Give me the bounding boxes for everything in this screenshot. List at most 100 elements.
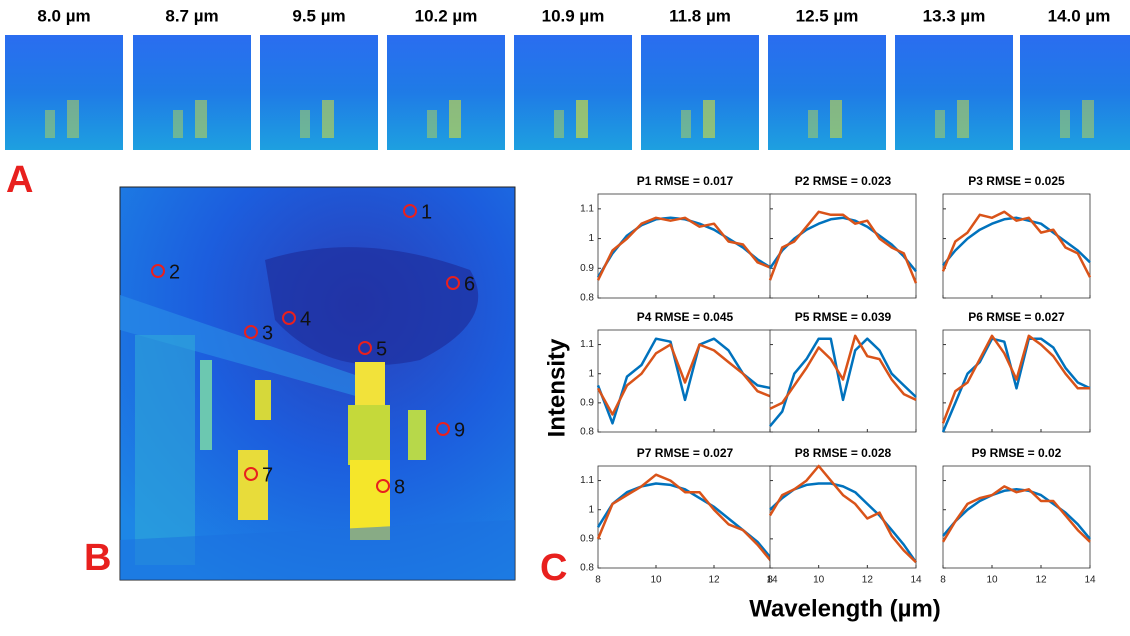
x-tick-label: 14 (1084, 575, 1096, 586)
series-line (768, 216, 917, 273)
thumbnail-figure (322, 100, 334, 138)
point-marker (436, 422, 450, 436)
thumbnail-figure (830, 100, 842, 138)
point-marker (376, 479, 390, 493)
chart-title: P2 RMSE = 0.023 (795, 174, 892, 188)
y-tick-label: 1.1 (580, 475, 594, 486)
y-tick-label: 0.8 (580, 427, 594, 438)
x-tick-label: 12 (862, 575, 874, 586)
plot-area (942, 193, 1091, 299)
series-line (941, 337, 1091, 433)
y-tick-label: 1.1 (580, 339, 594, 350)
x-tick-label: 10 (986, 575, 998, 586)
point-label: 4 (300, 308, 311, 330)
chart-title: P6 RMSE = 0.027 (968, 310, 1065, 324)
panel-letter: B (84, 537, 111, 579)
thumbnail (895, 35, 1013, 150)
y-tick-label: 1 (588, 368, 594, 379)
series-line (941, 334, 1090, 424)
y-tick-label: 0.8 (580, 293, 594, 304)
x-tick-label: 12 (1035, 575, 1047, 586)
series-line (768, 210, 918, 284)
point-marker (358, 341, 372, 355)
x-tick-label: 14 (766, 575, 778, 586)
thumbnail-figure (427, 110, 437, 138)
panel-letter: A (6, 159, 33, 201)
thumbnail-figure (195, 100, 207, 138)
series-line (596, 216, 773, 281)
point-label: 5 (376, 338, 387, 360)
y-tick-label: 0.9 (580, 263, 594, 274)
wavelength-label: 8.0 µm (37, 6, 90, 25)
series-line (596, 216, 773, 278)
x-tick-label: 8 (767, 575, 773, 586)
thumbnail-figure (703, 100, 715, 138)
chart-title: P7 RMSE = 0.027 (637, 446, 734, 460)
thumbnail-figure (935, 110, 945, 138)
chart-title: P5 RMSE = 0.039 (795, 310, 892, 324)
thumbnail (5, 35, 123, 150)
point-marker (282, 311, 296, 325)
y-tick-label: 1 (588, 504, 594, 515)
chart-title: P3 RMSE = 0.025 (968, 174, 1065, 188)
wavelength-label: 11.8 µm (669, 6, 731, 25)
wavelength-label: 8.7 µm (165, 6, 218, 25)
panel-b-points: 1 2 3 4 5 6 7 8 9 (151, 201, 475, 498)
point-label: 6 (464, 273, 475, 295)
y-tick-label: 0.8 (580, 563, 594, 574)
panel-b-image (119, 186, 516, 581)
wavelength-label: 10.2 µm (415, 6, 478, 25)
thumbnail-figure (1060, 110, 1070, 138)
y-tick-label: 0.9 (580, 533, 594, 544)
thumbnail (387, 35, 505, 150)
series-line (769, 334, 917, 410)
chart-title: P9 RMSE = 0.02 (972, 446, 1062, 460)
series-line (941, 210, 1092, 278)
y-axis-label: Intensity (543, 338, 570, 437)
x-tick-label: 10 (650, 575, 662, 586)
wavelength-label: 9.5 µm (292, 6, 345, 25)
thumbnail-figure (681, 110, 691, 138)
thumbnail-figure (576, 100, 588, 138)
point-label: 1 (421, 201, 432, 223)
thumbnail (260, 35, 378, 150)
series-line (768, 464, 917, 564)
x-tick-label: 8 (940, 575, 946, 586)
point-label: 9 (454, 419, 465, 441)
series-line (596, 343, 773, 416)
chart-title: P1 RMSE = 0.017 (637, 174, 734, 188)
point-marker (244, 325, 258, 339)
thumbnail (768, 35, 886, 150)
panel-a: 8.0 µm 8.7 µm 9.5 µm 10.2 µm 10.9 µm 11.8 µm 1… (5, 6, 1130, 150)
y-tick-label: 0.9 (580, 397, 594, 408)
x-tick-label: 12 (708, 575, 720, 586)
thumbnail (133, 35, 251, 150)
thumbnail-figure (67, 100, 79, 138)
point-label: 2 (169, 261, 180, 283)
point-label: 8 (394, 476, 405, 498)
plot-area (769, 465, 917, 569)
panel-letter: C (540, 547, 567, 589)
thumbnail (641, 35, 759, 150)
series-line (769, 337, 917, 428)
point-label: 7 (262, 464, 273, 486)
wavelength-label: 12.5 µm (796, 6, 859, 25)
thumbnail-figure (1082, 100, 1094, 138)
thumbnail-figure (45, 110, 55, 138)
chart-title: P4 RMSE = 0.045 (637, 310, 734, 324)
series-line (596, 473, 773, 563)
x-tick-label: 14 (910, 575, 922, 586)
thumbnail-figure (808, 110, 818, 138)
wavelength-label: 10.9 µm (542, 6, 605, 25)
point-label: 3 (262, 322, 273, 344)
thumbnail (1020, 35, 1130, 150)
panel-c: P1 RMSE = 0.017 0.8 0.9 1 1.1 P2 RMSE = 0.023… (580, 174, 1096, 585)
chart-title: P8 RMSE = 0.028 (795, 446, 892, 460)
thumbnail (514, 35, 632, 150)
x-tick-label: 8 (595, 575, 601, 586)
series-line (941, 485, 1091, 543)
series-line (942, 216, 1091, 267)
series-line (942, 488, 1091, 540)
thumbnail-figure (449, 100, 461, 138)
